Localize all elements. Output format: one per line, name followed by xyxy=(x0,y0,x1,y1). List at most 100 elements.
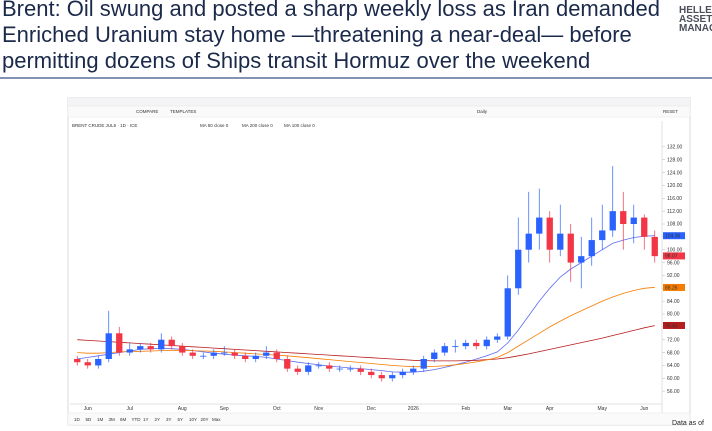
candle-body xyxy=(357,368,364,372)
candle-body xyxy=(315,365,322,367)
price-tag-label: 88.26 xyxy=(665,285,678,291)
candle-body xyxy=(84,362,91,366)
ma-line xyxy=(77,235,655,373)
candle-body xyxy=(221,352,228,354)
legend-entry[interactable]: MA 200 close 0 xyxy=(242,123,273,128)
legend-entry[interactable]: MA 100 close 0 xyxy=(284,123,315,128)
y-tick-label: 56.00 xyxy=(667,389,680,395)
candle-body xyxy=(525,233,532,250)
x-tick-label: Feb xyxy=(461,406,470,412)
legend-title: BRENT CRUDE JUL6 · 1D · ICE xyxy=(72,123,137,128)
candle-body xyxy=(200,355,207,357)
candle-body xyxy=(494,336,501,340)
logo-line: MANAGE xyxy=(679,23,712,34)
candle-body xyxy=(242,355,249,359)
candle-body xyxy=(273,352,280,359)
reset-button[interactable]: RESET xyxy=(663,109,678,114)
legend-entry[interactable]: MA 50 close 0 xyxy=(200,123,229,128)
candle-body xyxy=(378,375,385,379)
candle-body xyxy=(609,211,616,231)
candle-body xyxy=(305,365,312,372)
candle-body xyxy=(567,233,574,263)
range-button[interactable]: 20Y xyxy=(201,417,209,422)
candle-body xyxy=(284,359,291,369)
y-tick-label: 112.00 xyxy=(667,209,682,215)
x-tick-label: May xyxy=(598,406,608,412)
y-tick-label: 116.00 xyxy=(667,196,682,202)
candle-body xyxy=(399,371,406,376)
range-button[interactable]: 2Y xyxy=(155,417,161,422)
range-button[interactable]: YTD xyxy=(132,417,142,422)
candle-body xyxy=(536,217,543,234)
candle-body xyxy=(546,217,553,250)
range-button[interactable]: 5Y xyxy=(178,417,184,422)
range-button[interactable]: 5D xyxy=(86,417,93,422)
price-tag xyxy=(663,321,685,329)
x-tick-label: Oct xyxy=(273,406,281,412)
title-line: Brent: Oil swung and posted a sharp week… xyxy=(2,0,660,21)
y-tick-label: 84.00 xyxy=(667,299,680,305)
x-tick-label: Nov xyxy=(314,406,323,412)
price-tag-label: 76.43 xyxy=(665,323,678,329)
candle-body xyxy=(189,352,196,356)
y-tick-label: 100.00 xyxy=(667,247,683,253)
price-tag xyxy=(663,252,685,260)
candle-body xyxy=(210,352,217,356)
candle-body xyxy=(578,256,585,263)
candle-body xyxy=(515,249,522,289)
ma-line xyxy=(77,286,655,368)
x-tick-label: Jun xyxy=(640,406,648,412)
candle-body xyxy=(651,236,658,257)
candle-body xyxy=(126,349,133,353)
candle-body xyxy=(147,346,154,350)
y-tick-label: 96.00 xyxy=(667,260,680,266)
candle-body xyxy=(641,217,648,237)
range-button[interactable]: 3Y xyxy=(166,417,172,422)
compare-button[interactable]: COMPARE xyxy=(136,109,158,114)
candle-body xyxy=(179,346,186,353)
candle-body xyxy=(473,342,480,347)
candle-body xyxy=(599,230,606,241)
candle-body xyxy=(630,217,637,224)
candle-body xyxy=(294,368,301,372)
range-button[interactable]: 6M xyxy=(120,417,127,422)
x-tick-label: Sep xyxy=(220,406,229,412)
range-button[interactable]: Max xyxy=(212,417,221,422)
price-tag-label: 98.07 xyxy=(665,254,678,260)
y-tick-label: 72.00 xyxy=(667,337,680,343)
templates-button[interactable]: TEMPLATES xyxy=(170,109,196,114)
candle-body xyxy=(420,359,427,369)
logo-line: HELLENI xyxy=(679,5,712,16)
candle-body xyxy=(263,352,270,356)
y-tick-label: 92.00 xyxy=(667,273,680,279)
toolbar xyxy=(67,105,691,118)
candle-body xyxy=(368,371,375,376)
candle-body xyxy=(620,211,627,224)
candle-body xyxy=(431,352,438,359)
x-tick-label: Dec xyxy=(367,406,376,412)
candle-body xyxy=(452,346,459,347)
range-button[interactable]: 1Y xyxy=(143,417,149,422)
candle-body xyxy=(504,288,511,337)
range-button[interactable]: 1M xyxy=(97,417,104,422)
candle-body xyxy=(74,359,81,363)
x-tick-label: Jun xyxy=(84,406,92,412)
interval-select[interactable]: Daily xyxy=(477,109,488,114)
candle-body xyxy=(231,352,238,356)
footer-note: Data as of xyxy=(672,420,704,427)
title-line: Enriched Uranium stay home —threatening … xyxy=(2,22,632,47)
range-button[interactable]: 3M xyxy=(109,417,116,422)
y-tick-label: 80.00 xyxy=(667,312,680,318)
y-tick-label: 128.00 xyxy=(667,157,683,163)
y-tick-label: 120.00 xyxy=(667,183,683,189)
candle-body xyxy=(441,346,448,353)
candle-body xyxy=(95,359,102,366)
y-tick-label: 64.00 xyxy=(667,363,680,369)
candle-body xyxy=(158,339,165,350)
candle-body xyxy=(326,365,333,369)
candle-body xyxy=(347,368,354,370)
range-button[interactable]: 10Y xyxy=(189,417,197,422)
x-tick-label: Aug xyxy=(178,406,187,412)
range-button[interactable]: 1D xyxy=(74,417,81,422)
title-line: permitting dozens of Ships transit Hormu… xyxy=(2,48,590,73)
